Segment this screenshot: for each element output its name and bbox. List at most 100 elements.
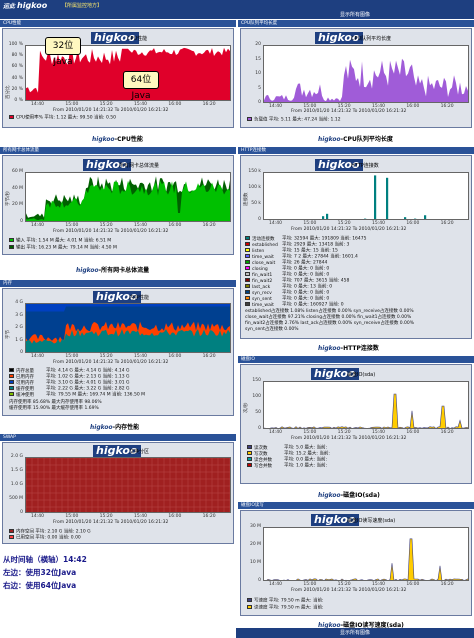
swap-grid [26, 458, 230, 512]
io-x-tick: 15:40 [372, 430, 385, 435]
mem-x-tick: 16:20 [202, 354, 216, 359]
legend-swatch [247, 605, 252, 609]
swap-x-tick: 16:00 [168, 514, 182, 519]
monitor-location-link[interactable]: 【所属监控地方】 [62, 3, 103, 9]
legend-text: 平均: 15 最大: 15 当前: 15 [282, 248, 338, 254]
http-bar [414, 218, 417, 219]
http-legend-item: listen 平均: 15 最大: 15 当前: 15 [245, 248, 338, 255]
cpu-x-tick: 15:40 [134, 102, 147, 107]
legend-swatch [9, 529, 14, 533]
legend-text: 平均: 0 最大: 0 当前: 0 [282, 266, 330, 272]
sub-bar: 显示所有图像 [0, 11, 474, 19]
cpu-legend-text: CPU使用率% 平均: 1.12 最大: 99.50 当前: 0.50 [16, 115, 116, 121]
net-x-tick: 16:20 [202, 223, 216, 228]
http-y-tick: 100 k [248, 185, 261, 190]
net-x-tick: 15:00 [65, 223, 79, 228]
iorw-caption: higkoo-磁盘IO读写速度(sda) [318, 620, 404, 629]
cpu-from: From 2010/01/20 14:21:32 To 2010/01/20 1… [53, 108, 169, 113]
section-io-header[interactable]: 磁盘IO [238, 356, 474, 363]
swap-x-tick: 15:40 [134, 514, 147, 519]
legend-swatch [9, 535, 14, 539]
legend-text: 平均: 79.55 M 最大: 169.74 M 当前: 136.50 M [46, 392, 146, 398]
brand-logo[interactable]: 运此 higkoo [3, 1, 47, 10]
caption-logo: higkoo [318, 136, 341, 143]
iorw-x-tick: 16:00 [406, 582, 420, 587]
iorw-x-tick: 16:20 [440, 582, 454, 587]
legend-text: 平均: 0 最大: 160927 当前: 0 [282, 302, 344, 308]
http-legend-item: syn_sent 平均: 0 最大: 0 当前: 0 [245, 296, 329, 303]
io-legend-item: 写合并数 平均: 1.0 最大: 当前: [247, 463, 327, 470]
cpu-legend: CPU使用率% 平均: 1.12 最大: 99.50 当前: 0.50 [9, 115, 116, 122]
section-cpuq-header[interactable]: CPU队列平均长度 [238, 20, 474, 27]
legend-text: 平均: 0 最大: 0 当前: 0 [282, 290, 330, 296]
http-legend-item: 活动连接数 平均: 32594 最大: 191809 当前: 16475 [245, 236, 367, 243]
http-bar [424, 215, 427, 219]
legend-swatch [245, 290, 250, 294]
swap-y-tick: 500 M [9, 496, 23, 501]
http-summary-2: close_wait占连接数 97.21% closing占连接数 0.00% … [245, 315, 412, 320]
section-http-header[interactable]: HTTP连接数 [238, 147, 474, 154]
section-iorw-header[interactable]: 磁盘IO读写 [238, 502, 474, 509]
iorw-y-tick: 10 M [249, 560, 261, 565]
section-swap-header[interactable]: SWAP [0, 434, 236, 441]
mem-legend-item: 缓冲使用 平均: 79.55 M 最大: 169.74 M 当前: 136.50… [9, 392, 145, 399]
swap-y-tick: 1.5 G [10, 468, 23, 473]
http-bar [374, 175, 377, 219]
cpu-x-tick: 15:20 [99, 102, 113, 107]
section-mem-header[interactable]: 内存 [0, 280, 236, 287]
chart-logo: higkoo [91, 32, 139, 44]
io-x-tick: 14:40 [269, 430, 282, 435]
swap-y-tick: 2.0 G [10, 454, 23, 459]
net-y-tick: 20 M [11, 202, 23, 208]
legend-swatch [247, 457, 252, 461]
io-y-tick: 50 [255, 410, 261, 415]
cpuq-chart-title: CPU队列平均长度 [351, 36, 392, 42]
swap-x-tick: 14:40 [31, 514, 44, 519]
iorw-x-tick: 14:40 [269, 582, 282, 587]
chart-logo: higkoo [93, 291, 141, 303]
section-net-header[interactable]: 所有网卡总体流量 [0, 147, 236, 154]
legend-label: listen [252, 248, 265, 254]
http-y-tick: 0 [258, 217, 261, 222]
bottom-show-all-link[interactable]: 显示所有图像 [236, 628, 474, 638]
cpu-y-tick: 20 % [11, 86, 23, 92]
http-legend-item: last_ack 平均: 0 最大: 13 当前: 0 [245, 284, 332, 291]
mem-y-tick: 0 [20, 350, 23, 355]
swap-chart-title: 交换分区 [129, 449, 150, 455]
io-from: From 2010/01/20 14:21:32 To 2010/01/20 1… [291, 436, 407, 441]
legend-swatch [245, 284, 250, 288]
legend-swatch [245, 272, 250, 276]
mem-legend-item: 已用内存 平均: 1.02 G 最大: 2.13 G 当前: 1.13 G [9, 374, 130, 381]
section-cpu-header[interactable]: CPU性能 [0, 20, 236, 27]
iorw-x-tick: 15:40 [372, 582, 385, 587]
http-plot [263, 172, 469, 220]
io-caption: higkoo-磁盘IO(sda) [318, 490, 380, 499]
mem-pct2: 缓存使用率 15.90% 最大缓存使用率 1.69% [9, 406, 99, 411]
legend-text: 平均: 4.14 G 最大: 4.14 G 当前: 4.14 G [46, 368, 130, 374]
mem-y-tick: 3 G [15, 312, 23, 318]
cpuq-y-tick: 5 [258, 85, 261, 91]
mem-area-svg [26, 304, 230, 352]
caption-logo: higkoo [318, 345, 341, 352]
net-x-tick: 14:40 [31, 223, 44, 228]
http-x-tick: 16:20 [440, 221, 454, 226]
legend-swatch [245, 260, 250, 264]
note-line-2: 左边：使用32位Java [3, 568, 77, 577]
show-all-images-link[interactable]: 显示所有图像 [339, 12, 370, 18]
caption-text: -内存性能 [112, 424, 140, 431]
http-bar [404, 217, 407, 219]
io-x-tick: 16:20 [440, 430, 454, 435]
legend-label: 读次数 [254, 445, 268, 451]
legend-text: 内存空间 平均: 2.10 G 当前: 2.10 G [16, 529, 91, 535]
io-write-area [264, 393, 468, 428]
legend-label: 写合并数 [254, 463, 272, 469]
iorw-x-tick: 15:20 [337, 582, 351, 587]
legend-label: last_ack [252, 284, 271, 290]
legend-text: 输入 平均: 1.54 M 最大: 4.01 M 当前: 6.51 M [16, 238, 112, 244]
mem-y-tick: 4 G [15, 300, 23, 305]
legend-swatch [245, 278, 250, 282]
http-chart-title: HTTP连接数 [351, 163, 379, 169]
swap-legend-2: 已用空间 平均: 0.00 当前: 0.00 [9, 535, 81, 542]
